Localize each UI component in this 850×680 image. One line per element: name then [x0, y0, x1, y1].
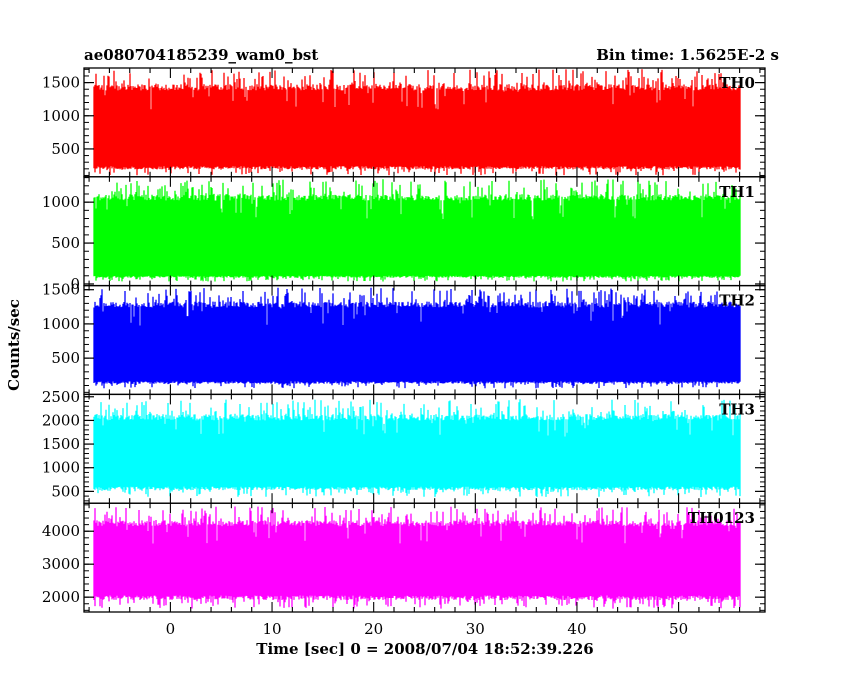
y-tick-label: 1500 — [42, 435, 80, 453]
y-tick-label: 500 — [51, 234, 80, 252]
panel-label: TH2 — [719, 292, 755, 310]
panel-th0123: 2000 3000 4000 TH0123 — [42, 502, 766, 613]
panel-th1: 0 500 1000 TH1 — [42, 176, 766, 293]
y-tick-label: 1500 — [42, 281, 80, 299]
series-th0 — [93, 69, 741, 176]
chart-title: ae080704185239_wam0_bst — [84, 46, 318, 64]
series-th1 — [93, 179, 741, 282]
y-axis-label: Counts/sec — [5, 299, 23, 391]
panel-label: TH0 — [719, 74, 755, 92]
y-tick-label: 500 — [51, 140, 80, 158]
y-tick-label: 2000 — [42, 411, 80, 429]
series-th0123 — [93, 506, 741, 609]
x-tick-label: 0 — [166, 620, 176, 638]
x-tick-label: 50 — [669, 620, 688, 638]
series-th3 — [93, 399, 741, 497]
y-tick-label: 500 — [51, 349, 80, 367]
y-tick-label: 1500 — [42, 74, 80, 92]
panel-th3: 500 1000 1500 2000 2500 TH3 — [42, 388, 766, 504]
y-tick-label: 3000 — [42, 555, 80, 573]
y-tick-label: 4000 — [42, 522, 80, 540]
bin-time-label: Bin time: 1.5625E-2 s — [596, 46, 779, 64]
y-tick-label: 500 — [51, 482, 80, 500]
y-tick-label: 2000 — [42, 588, 80, 606]
series-th2 — [93, 287, 741, 389]
y-tick-label: 1000 — [42, 459, 80, 477]
x-tick-label: 30 — [466, 620, 485, 638]
x-tick-label: 10 — [262, 620, 281, 638]
x-axis-label: Time [sec] 0 = 2008/07/04 18:52:39.226 — [256, 640, 593, 658]
y-tick-label: 1000 — [42, 107, 80, 125]
x-tick-label: 40 — [567, 620, 586, 638]
y-tick-label: 1000 — [42, 193, 80, 211]
y-tick-label: 1000 — [42, 315, 80, 333]
x-tick-label: 20 — [364, 620, 383, 638]
panel-label: TH3 — [719, 400, 755, 418]
x-axis: 0 10 20 30 40 50 — [166, 620, 689, 638]
y-tick-label: 2500 — [42, 388, 80, 406]
panel-th2: 500 1000 1500 TH2 — [42, 281, 766, 396]
panel-th0: 500 1000 1500 TH0 — [42, 67, 766, 178]
y-tick-label: 0 — [70, 275, 80, 293]
panel-label: TH1 — [719, 183, 755, 201]
panel-label: TH0123 — [688, 509, 755, 527]
